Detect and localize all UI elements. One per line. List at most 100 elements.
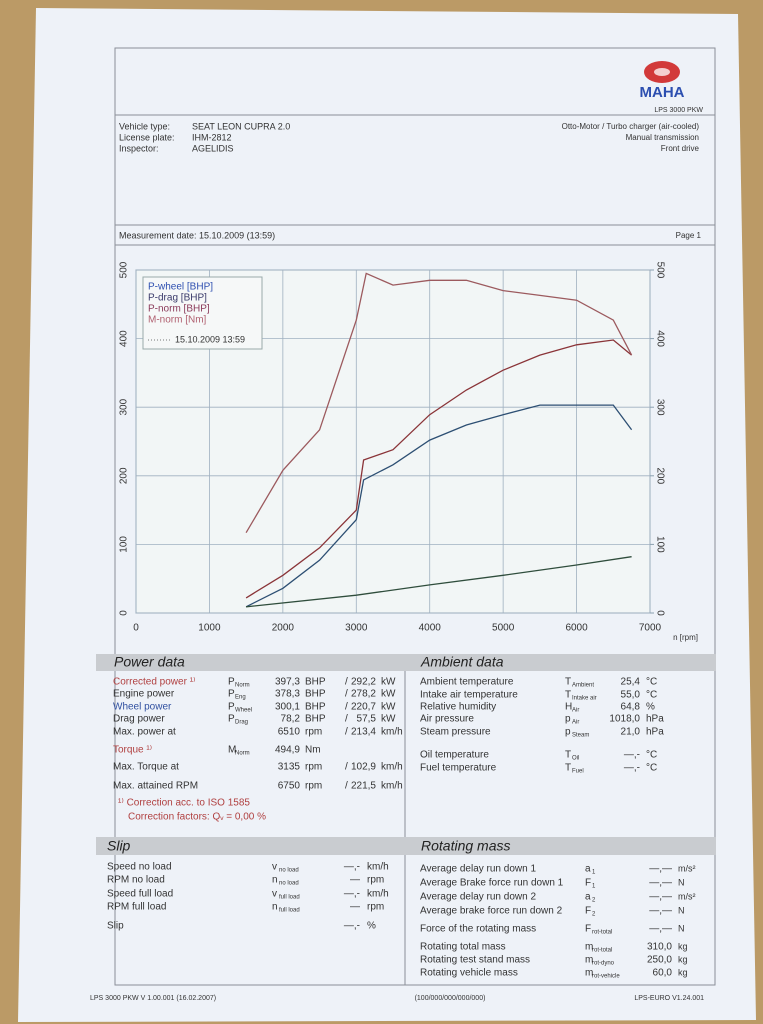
section-title: Ambient data	[420, 654, 504, 670]
row-label: Torque ¹⁾	[113, 745, 152, 756]
symbol: H	[565, 702, 572, 713]
symbol-subscript: 1	[592, 884, 596, 890]
x-tick-label: 0	[133, 623, 139, 634]
data-line	[246, 556, 632, 608]
x-tick-label: 5000	[492, 623, 515, 634]
row-label: Engine power	[113, 689, 175, 700]
row-label: Max. attained RPM	[113, 781, 198, 792]
row-unit: rpm	[367, 875, 384, 886]
row-value: —,—	[649, 892, 672, 903]
x-tick-label: 3000	[345, 623, 368, 634]
row-label: Intake air temperature	[420, 690, 518, 701]
row-unit: BHP	[305, 714, 326, 725]
row-unit: rpm	[305, 762, 322, 773]
symbol-subscript: Norm	[235, 751, 250, 757]
y-tick-label: 500	[119, 261, 130, 278]
symbol: F	[585, 906, 591, 917]
row-label: Air pressure	[420, 714, 474, 725]
row-value: 64,8	[621, 702, 641, 713]
row-label: Speed no load	[107, 862, 172, 873]
symbol-subscript: rot-total	[592, 948, 612, 954]
logo-eye	[654, 68, 670, 76]
separator: /	[345, 677, 348, 688]
row-unit: N	[678, 877, 685, 887]
row-label: Max. Torque at	[113, 762, 179, 773]
row-unit: kg	[678, 954, 688, 964]
row-unit: N	[678, 923, 685, 933]
row-value: 292,2	[351, 677, 376, 688]
field-value: IHM-2812	[192, 132, 232, 142]
y-tick-label: 0	[119, 610, 130, 616]
x-tick-label: 1000	[198, 623, 221, 634]
row-unit: km/h	[381, 781, 403, 792]
symbol: T	[565, 763, 571, 774]
symbol-subscript: no load	[279, 881, 299, 887]
footer-text: (100/000/000/000/000)	[415, 995, 486, 1002]
footer-text: LPS 3000 PKW V 1.00.001 (16.02.2007)	[90, 995, 216, 1002]
symbol: P	[228, 714, 235, 725]
row-unit: kg	[678, 967, 688, 977]
symbol-subscript: no load	[279, 868, 299, 874]
symbol: m	[585, 968, 593, 979]
row-unit: rpm	[305, 727, 322, 738]
row-value: —,—	[649, 864, 672, 875]
row-unit: °C	[646, 763, 657, 774]
row-unit: hPa	[646, 727, 664, 738]
row-unit: %	[367, 921, 376, 932]
y2-tick-label: 300	[654, 399, 665, 416]
row-unit: %	[646, 702, 655, 713]
field-value: AGELIDIS	[192, 143, 234, 153]
row-unit: rpm	[305, 781, 322, 792]
symbol: n	[272, 875, 278, 886]
symbol-subscript: 1	[592, 870, 596, 876]
row-value: —,-	[344, 862, 360, 873]
symbol: m	[585, 955, 593, 966]
row-value: —,—	[649, 924, 672, 935]
row-unit: Nm	[305, 745, 321, 756]
separator: /	[345, 702, 348, 713]
legend-entry: P-drag [BHP]	[148, 293, 207, 304]
footer-text: LPS-EURO V1.24.001	[634, 995, 704, 1002]
symbol-subscript: Steam	[572, 733, 589, 739]
model: LPS 3000 PKW	[654, 107, 703, 114]
row-value: —	[350, 902, 360, 913]
row-label: Force of the rotating mass	[420, 924, 536, 935]
row-unit: °C	[646, 750, 657, 761]
symbol-subscript: Fuel	[572, 769, 584, 775]
symbol: a	[585, 892, 591, 903]
symbol-subscript: Wheel	[235, 708, 252, 714]
row-label: Ambient temperature	[420, 677, 514, 688]
separator: /	[345, 714, 348, 725]
row-label: Rotating total mass	[420, 942, 506, 953]
row-label: Max. power at	[113, 727, 176, 738]
symbol-subscript: Air	[572, 708, 579, 714]
legend-entry: P-wheel [BHP]	[148, 282, 213, 293]
legend-date: 15.10.2009 13:59	[175, 334, 245, 344]
row-value: —,-	[624, 763, 640, 774]
row-value: 3135	[278, 762, 301, 773]
y2-tick-label: 500	[654, 262, 665, 279]
row-value: —,-	[344, 889, 360, 900]
row-value: 102,9	[351, 762, 376, 773]
row-label: Wheel power	[113, 702, 172, 713]
row-unit: kg	[678, 941, 688, 951]
row-value: 21,0	[621, 727, 641, 738]
symbol-subscript: full load	[279, 895, 300, 901]
row-label: Oil temperature	[420, 750, 489, 761]
row-value: 221,5	[351, 781, 376, 792]
config-line: Manual transmission	[626, 133, 699, 142]
symbol: p	[565, 727, 571, 738]
row-value: —,—	[649, 906, 672, 917]
row-label: Average Brake force run down 1	[420, 878, 564, 889]
row-label: Average delay run down 2	[420, 892, 536, 903]
symbol: v	[272, 862, 277, 873]
row-value: 78,2	[281, 714, 301, 725]
row-value: 300,1	[275, 702, 300, 713]
symbol-subscript: Oil	[572, 756, 579, 762]
row-unit: rpm	[367, 902, 384, 913]
data-line	[245, 404, 633, 608]
row-unit: km/h	[381, 762, 403, 773]
row-label: Drag power	[113, 714, 165, 725]
footnote: ¹⁾ Correction acc. to ISO 1585	[118, 798, 250, 809]
